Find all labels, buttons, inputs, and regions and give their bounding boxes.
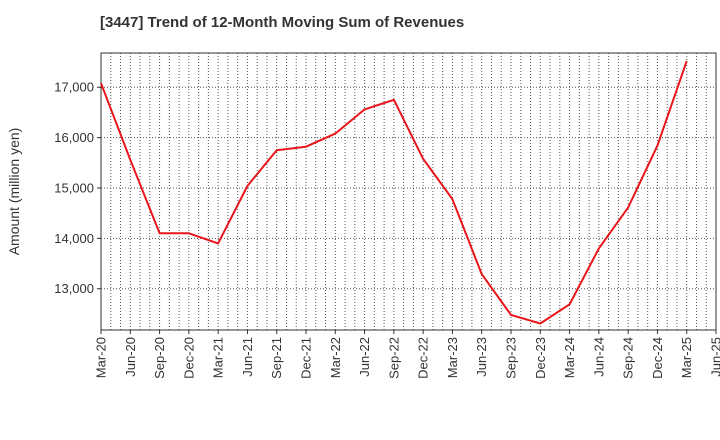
x-tick-label: Jun-20 [123, 337, 138, 377]
x-tick-label: Jun-23 [474, 337, 489, 377]
y-axis-title: Amount (million yen) [6, 128, 22, 256]
x-axis: Mar-20 Jun-20 Sep-20 Dec-20 Mar-21 Jun-21 Sep-… [94, 330, 720, 379]
x-tick-label: Dec-24 [650, 337, 665, 379]
x-tick-label: Sep-21 [269, 337, 284, 379]
grid-lines [101, 53, 716, 330]
x-tick-label: Mar-22 [328, 337, 343, 378]
y-tick-label: 13,000 [54, 281, 94, 296]
x-tick-label: Jun-22 [357, 337, 372, 377]
chart-title: [3447] Trend of 12-Month Moving Sum of R… [100, 14, 465, 31]
x-tick-label: Jun-24 [591, 337, 606, 377]
x-tick-label: Sep-20 [152, 337, 167, 379]
y-tick-label: 15,000 [54, 180, 94, 195]
x-tick-label: Mar-21 [211, 337, 226, 378]
y-tick-label: 17,000 [54, 80, 94, 95]
x-tick-label: Dec-20 [181, 337, 196, 379]
x-tick-label: Mar-23 [445, 337, 460, 378]
x-tick-label: Mar-24 [562, 337, 577, 378]
x-tick-label: Jun-25 [709, 337, 720, 377]
x-tick-label: Mar-25 [679, 337, 694, 378]
x-tick-label: Dec-23 [533, 337, 548, 379]
x-tick-label: Dec-22 [416, 337, 431, 379]
plot-frame [100, 52, 717, 331]
series-line [100, 60, 688, 325]
y-tick-label: 14,000 [54, 231, 94, 246]
x-tick-label: Mar-20 [94, 337, 109, 378]
y-axis: 13,000 14,000 15,000 16,000 17,000 [54, 80, 101, 296]
x-tick-label: Sep-23 [504, 337, 519, 379]
x-tick-label: Jun-21 [240, 337, 255, 377]
y-tick-label: 16,000 [54, 130, 94, 145]
x-tick-label: Sep-22 [386, 337, 401, 379]
x-tick-label: Dec-21 [299, 337, 314, 379]
x-tick-label: Sep-24 [621, 337, 636, 379]
series-layer [100, 60, 688, 325]
